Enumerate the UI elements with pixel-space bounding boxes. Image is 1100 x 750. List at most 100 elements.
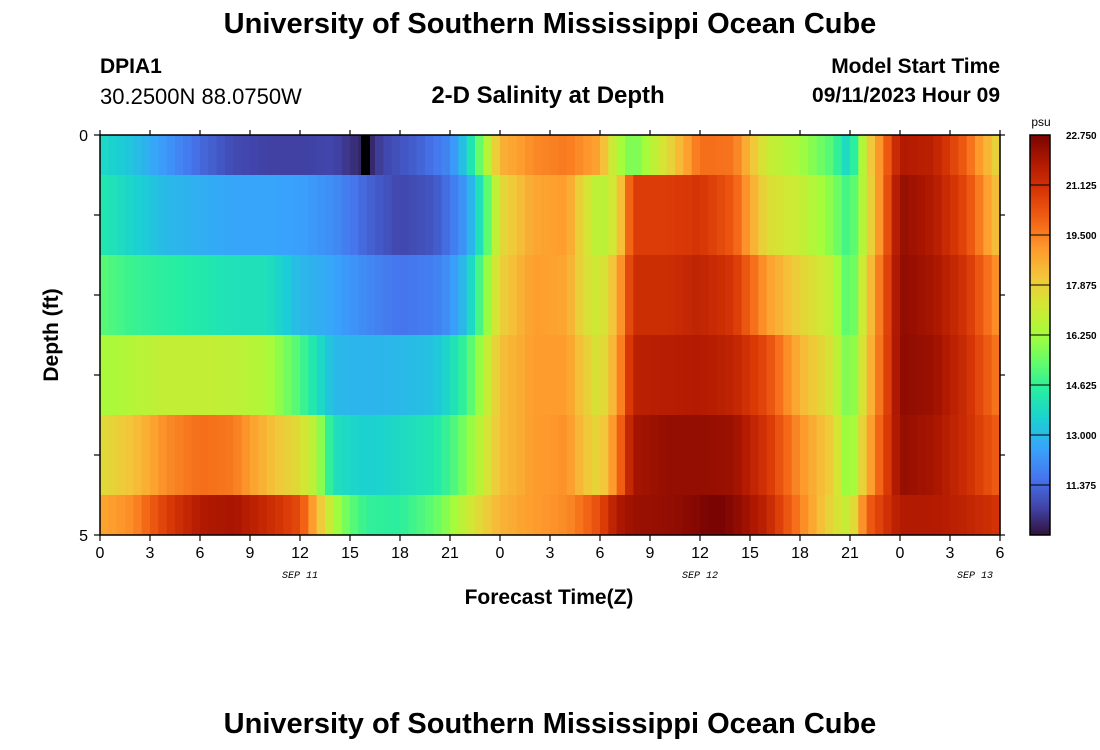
heatmap-cell (783, 135, 793, 175)
heatmap-cell (716, 255, 726, 335)
heatmap-cell (400, 495, 409, 535)
heatmap-cell (300, 335, 309, 415)
heatmap-cell (558, 495, 568, 535)
heatmap-cell (166, 335, 176, 415)
heatmap-cell (800, 255, 809, 335)
heatmap-cell (858, 135, 868, 175)
heatmap-cell (766, 415, 776, 495)
heatmap-cell (533, 415, 543, 495)
heatmap-cell (483, 335, 493, 415)
heatmap-cell (241, 415, 251, 495)
heatmap-cell (625, 135, 634, 175)
heatmap-cell (950, 335, 959, 415)
heatmap-cell (291, 175, 301, 255)
heatmap-cell (358, 415, 368, 495)
heatmap-cell (883, 495, 893, 535)
heatmap-cell (391, 255, 401, 335)
heatmap-cell (966, 135, 976, 175)
heatmap-cell (883, 175, 893, 255)
heatmap-cell (325, 255, 334, 335)
heatmap-cell (875, 175, 884, 255)
heatmap-cell (475, 135, 484, 175)
heatmap-cell (958, 495, 968, 535)
heatmap-cell (608, 335, 618, 415)
heatmap-cell (983, 495, 993, 535)
heatmap-cell (733, 135, 743, 175)
heatmap-cell (350, 255, 359, 335)
heatmap-cell (566, 335, 576, 415)
heatmap-cell (383, 255, 393, 335)
heatmap-cell (291, 495, 301, 535)
heatmap-cell (383, 135, 393, 175)
heatmap-cell (241, 175, 251, 255)
heatmap-cell (933, 415, 943, 495)
heatmap-cell (641, 335, 651, 415)
heatmap-cell (725, 135, 734, 175)
heatmap-cell (233, 175, 243, 255)
heatmap-cell (533, 255, 543, 335)
heatmap-cell (858, 335, 868, 415)
heatmap-cell (616, 415, 626, 495)
heatmap-cell (950, 135, 959, 175)
heatmap-cell (808, 335, 818, 415)
heatmap-cell (416, 495, 426, 535)
heatmap-cell (175, 175, 184, 255)
heatmap-cell (366, 175, 376, 255)
heatmap-cell (650, 175, 659, 255)
heatmap-cell (958, 415, 968, 495)
heatmap-cell (366, 495, 376, 535)
heatmap-cell (291, 255, 301, 335)
heatmap-cell (491, 335, 501, 415)
heatmap-cell (150, 135, 159, 175)
heatmap-cell (525, 255, 534, 335)
heatmap-cell (825, 255, 834, 335)
heatmap-cell (800, 335, 809, 415)
heatmap-cell (175, 255, 184, 335)
heatmap-cell (600, 495, 609, 535)
heatmap-cell (908, 335, 918, 415)
heatmap-cell (700, 135, 709, 175)
heatmap-cell (208, 335, 218, 415)
heatmap-cell (666, 415, 676, 495)
x-tick-label: 3 (146, 545, 155, 562)
heatmap-cell (508, 415, 518, 495)
heatmap-cell (925, 335, 934, 415)
heatmap-cell (150, 415, 159, 495)
page-title: University of Southern Mississippi Ocean… (223, 8, 877, 40)
heatmap-cell (166, 135, 176, 175)
heatmap-cell (833, 175, 843, 255)
x-tick-label: 12 (291, 545, 309, 562)
heatmap-cell (408, 495, 418, 535)
heatmap-cell (425, 135, 434, 175)
heatmap-cell (275, 135, 284, 175)
heatmap-cell (575, 415, 584, 495)
heatmap-cell (308, 415, 318, 495)
heatmap-cell (466, 415, 476, 495)
heatmap-cell (575, 135, 584, 175)
heatmap-cell (391, 135, 401, 175)
heatmap-cell (366, 415, 376, 495)
heatmap-cell (158, 335, 168, 415)
heatmap-cell (900, 175, 909, 255)
heatmap-cell (400, 255, 409, 335)
heatmap-cell (758, 135, 768, 175)
heatmap-cell (283, 335, 293, 415)
heatmap-cell (850, 135, 859, 175)
heatmap-cell (408, 255, 418, 335)
x-axis-label: Forecast Time(Z) (465, 586, 634, 609)
heatmap-cell (700, 335, 709, 415)
heatmap-cell (958, 135, 968, 175)
heatmap-cell (250, 495, 259, 535)
heatmap-cell (475, 415, 484, 495)
heatmap-cell (633, 135, 643, 175)
heatmap-cell (941, 135, 951, 175)
heatmap-cell (591, 415, 601, 495)
colorbar-unit: psu (1031, 115, 1050, 129)
heatmap-cell (283, 495, 293, 535)
heatmap-cell (116, 415, 126, 495)
heatmap-cell (175, 415, 184, 495)
heatmap-cell (350, 415, 359, 495)
heatmap-cell (908, 415, 918, 495)
heatmap-cell (191, 175, 201, 255)
heatmap-cell (850, 495, 859, 535)
